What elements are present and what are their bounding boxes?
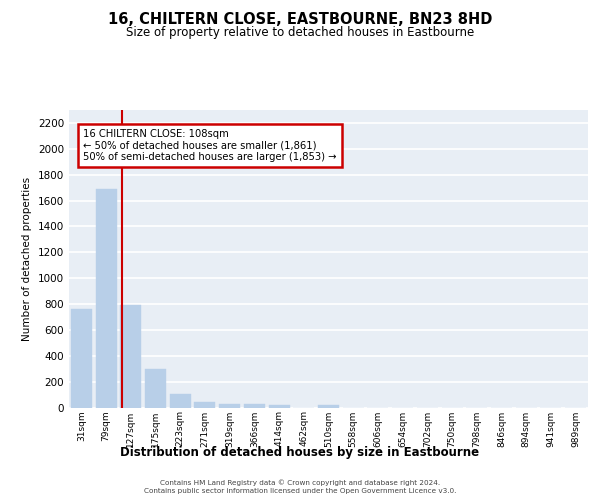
- Text: Size of property relative to detached houses in Eastbourne: Size of property relative to detached ho…: [126, 26, 474, 39]
- Text: 16 CHILTERN CLOSE: 108sqm
← 50% of detached houses are smaller (1,861)
50% of se: 16 CHILTERN CLOSE: 108sqm ← 50% of detac…: [83, 129, 337, 162]
- Text: Contains HM Land Registry data © Crown copyright and database right 2024.
Contai: Contains HM Land Registry data © Crown c…: [144, 479, 456, 494]
- Bar: [145, 370, 166, 408]
- Bar: [71, 309, 92, 408]
- Bar: [95, 189, 116, 408]
- Bar: [194, 402, 215, 407]
- Bar: [120, 306, 141, 408]
- Text: 16, CHILTERN CLOSE, EASTBOURNE, BN23 8HD: 16, CHILTERN CLOSE, EASTBOURNE, BN23 8HD: [108, 12, 492, 28]
- Bar: [269, 405, 290, 407]
- Bar: [244, 404, 265, 407]
- Bar: [318, 404, 339, 407]
- Text: Distribution of detached houses by size in Eastbourne: Distribution of detached houses by size …: [121, 446, 479, 459]
- Bar: [219, 404, 240, 407]
- Y-axis label: Number of detached properties: Number of detached properties: [22, 176, 32, 341]
- Bar: [170, 394, 191, 407]
